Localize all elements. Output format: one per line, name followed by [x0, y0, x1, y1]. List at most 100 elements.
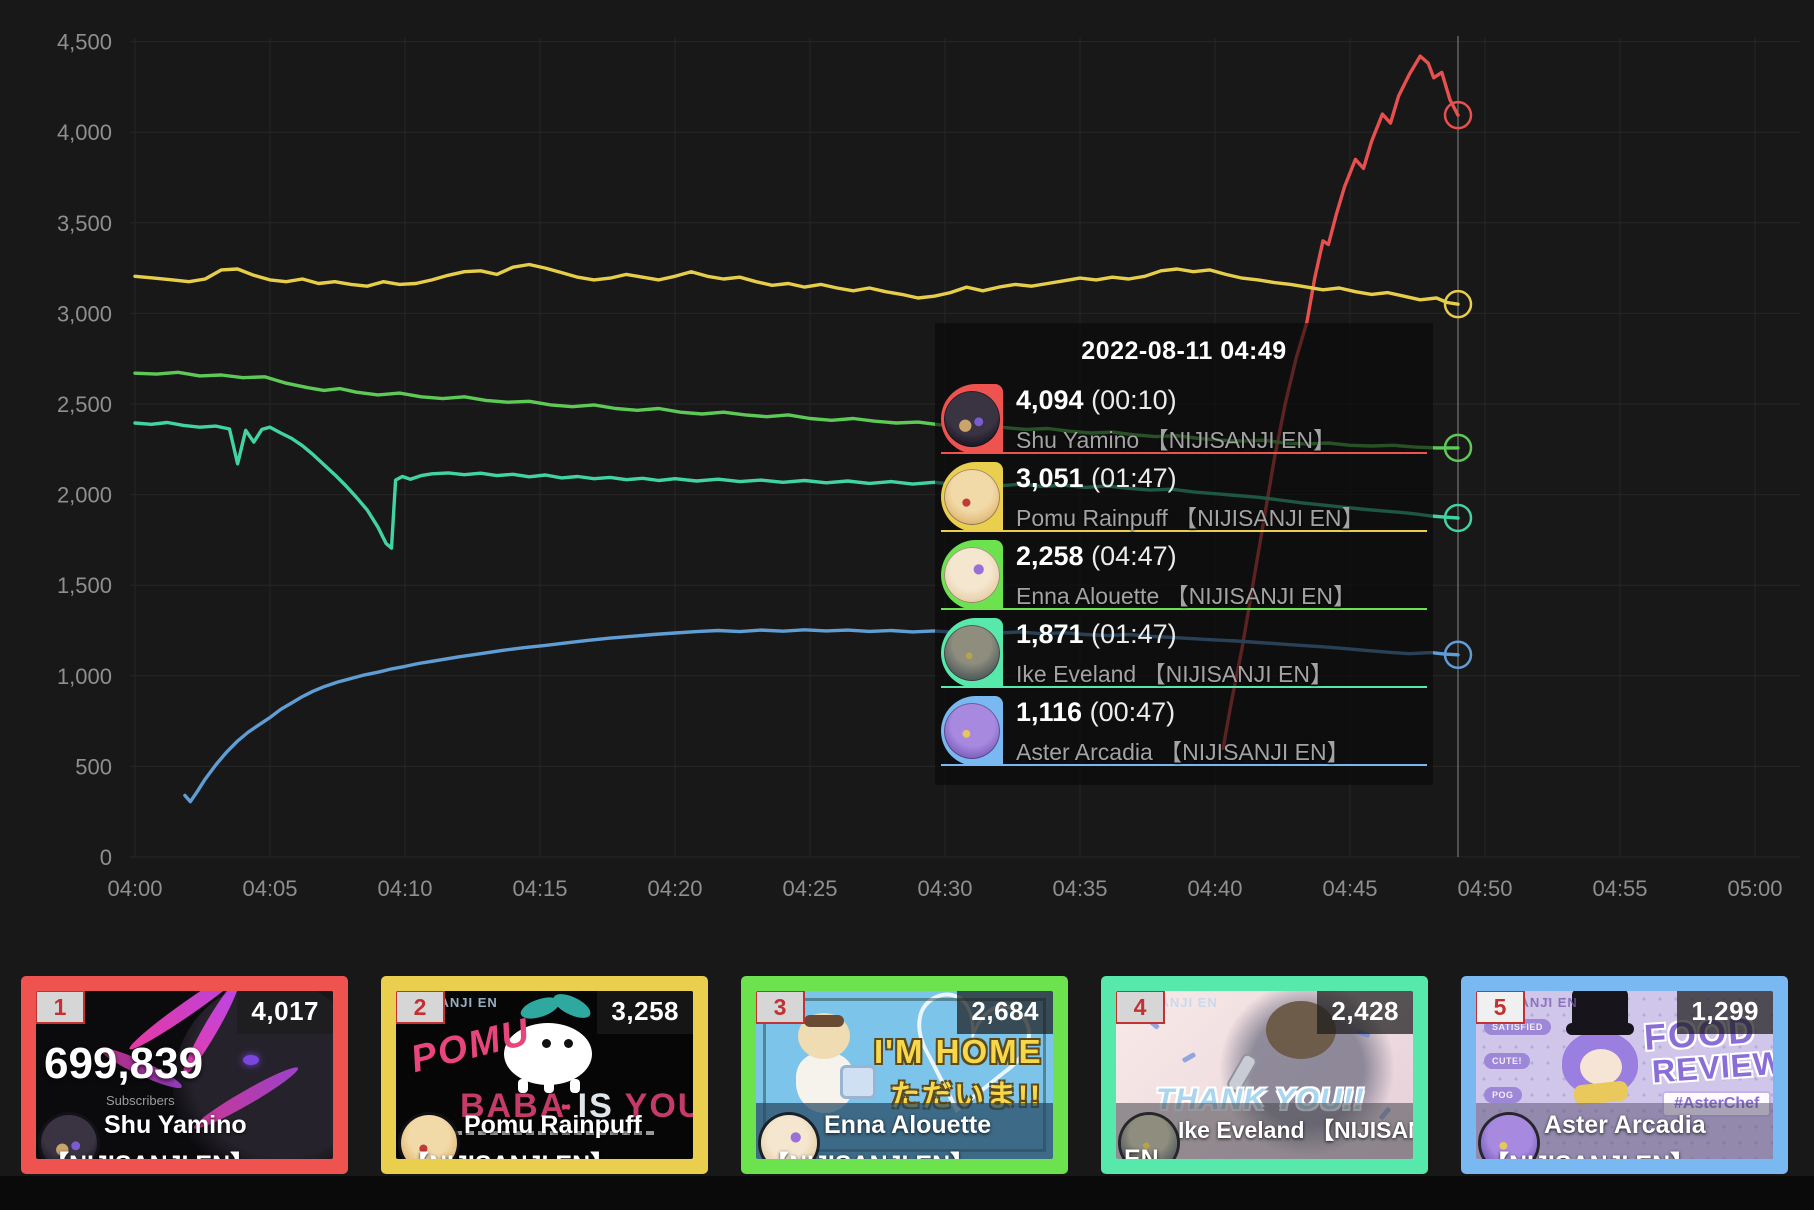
avatar-tile [941, 462, 1003, 532]
character-face [1580, 1049, 1622, 1085]
streamer-name-line2: 【NIJISANJI EN】 [1484, 1145, 1695, 1159]
viewer-count-badge: 1,299 [1677, 991, 1773, 1034]
name-band: Enna Alouette 【NIJISANJI EN】 [756, 1103, 1053, 1159]
avatar [944, 391, 1000, 447]
streamer-name-line2: 【NIJISANJI EN】 [404, 1145, 615, 1159]
streamer-name: Ike Eveland 【NIJISANJI [1178, 1117, 1413, 1143]
name-band: Shu Yamino 【NIJISANJI EN】 [36, 1103, 333, 1159]
viewer-count: 2,258 [1016, 541, 1084, 571]
channel-name: Aster Arcadia 【NIJISANJI EN】 [1016, 739, 1350, 765]
elapsed-time: (00:47) [1089, 697, 1176, 727]
elapsed-time: (01:47) [1091, 619, 1177, 649]
stream-thumbnail: POMU BABA IS YOU NIJISANJI EN 2 3,258 Po… [396, 991, 693, 1159]
stream-thumbnail: ♡ I'M HOME ただいま!! 3 2,684 Enna Alouette … [756, 991, 1053, 1159]
stream-thumbnail: SATISFIED CUTE! POG FOOD REVIEW #AsterCh… [1476, 991, 1773, 1159]
radish-eye [564, 1039, 573, 1048]
chef-hat-brim [1566, 1023, 1634, 1035]
avatar [1121, 1115, 1177, 1159]
speech-bubble: POG [1484, 1087, 1522, 1103]
radish-eye [542, 1039, 551, 1048]
avatar [944, 469, 1000, 525]
y-axis-label: 2,500 [57, 392, 112, 417]
streamer-name-line2: 【NIJISANJI EN】 [44, 1145, 255, 1159]
rank-badge: 4 [1116, 991, 1165, 1024]
stream-thumbnail: THANK YOU!! NIJISANJI EN 4 2,428 Ike Eve… [1116, 991, 1413, 1159]
subscriber-count: 699,839 [44, 1039, 204, 1088]
elapsed-time: (01:47) [1091, 463, 1177, 493]
stream-thumbnail: 699,839 Subscribers 1 4,017 Shu Yamino 【… [36, 991, 333, 1159]
avatar [944, 547, 1000, 603]
y-axis-label: 4,500 [57, 30, 112, 55]
x-axis-label: 04:50 [1457, 876, 1512, 901]
channel-name: Shu Yamino 【NIJISANJI EN】 [1016, 427, 1336, 453]
stream-card-pomu-rainpuff[interactable]: POMU BABA IS YOU NIJISANJI EN 2 3,258 Po… [381, 976, 708, 1174]
x-axis-label: 04:35 [1052, 876, 1107, 901]
streamer-name: Aster Arcadia [1544, 1111, 1706, 1139]
y-axis-label: 3,000 [57, 301, 112, 326]
tooltip-row: 4,094 (00:10) Shu Yamino 【NIJISANJI EN】 [941, 384, 1427, 454]
series-line [133, 262, 1460, 306]
avatar [944, 703, 1000, 759]
avatar [761, 1115, 817, 1159]
x-axis-label: 04:40 [1187, 876, 1242, 901]
viewer-chart-area: 0 500 1,000 1,500 2,000 2,500 3,000 3,500 4,000 4… [0, 0, 1814, 935]
streamer-name-line2: 【NIJISANJI EN】 [764, 1145, 975, 1159]
rank-badge: 1 [36, 991, 85, 1024]
viewer-count: 1,116 [1016, 697, 1083, 727]
x-axis-label: 05:00 [1727, 876, 1782, 901]
stream-card-enna-alouette[interactable]: ♡ I'M HOME ただいま!! 3 2,684 Enna Alouette … [741, 976, 1068, 1174]
x-axis-label: 04:05 [242, 876, 297, 901]
y-axis-label: 500 [75, 754, 112, 779]
chef-hat [1572, 991, 1628, 1025]
stream-card-ike-eveland[interactable]: THANK YOU!! NIJISANJI EN 4 2,428 Ike Eve… [1101, 976, 1428, 1174]
avatar [401, 1115, 457, 1159]
x-axis-label: 04:10 [377, 876, 432, 901]
thumbnail-text-review: REVIEW [1650, 1044, 1773, 1090]
series-end-marker [1443, 640, 1473, 670]
viewer-count-badge: 2,684 [957, 991, 1053, 1034]
avatar-tile [941, 540, 1003, 610]
avatar [944, 625, 1000, 681]
sunglasses [804, 1015, 844, 1027]
elapsed-time: (00:10) [1091, 385, 1177, 415]
x-axis-label: 04:30 [917, 876, 972, 901]
viewer-line-chart[interactable]: 0 500 1,000 1,500 2,000 2,500 3,000 3,500 4,000 4… [0, 0, 1814, 935]
tooltip-row: 1,116 (00:47) Aster Arcadia 【NIJISANJI E… [941, 696, 1427, 766]
tooltip-row: 2,258 (04:47) Enna Alouette 【NIJISANJI E… [941, 540, 1427, 610]
chart-tooltip: 2022-08-11 04:49 4,094 (00:10) Shu Yamin… [935, 323, 1433, 785]
y-axis-label: 1,500 [57, 573, 112, 598]
name-band: Ike Eveland 【NIJISANJI EN... [1116, 1103, 1413, 1159]
channel-name: Ike Eveland 【NIJISANJI EN】 [1016, 661, 1333, 687]
stream-card-aster-arcadia[interactable]: SATISFIED CUTE! POG FOOD REVIEW #AsterCh… [1461, 976, 1788, 1174]
channel-name: Pomu Rainpuff 【NIJISANJI EN】 [1016, 505, 1365, 531]
stream-card-shu-yamino[interactable]: 699,839 Subscribers 1 4,017 Shu Yamino 【… [21, 976, 348, 1174]
avatar [1481, 1115, 1537, 1159]
struck-word: BABA [460, 1087, 567, 1125]
series-end-marker [1443, 503, 1473, 533]
radish-leg [570, 1079, 580, 1093]
viewer-count: 4,094 [1016, 385, 1084, 415]
y-axis-label: 2,000 [57, 483, 112, 508]
viewer-count-badge: 4,017 [237, 991, 333, 1034]
channel-name: Enna Alouette 【NIJISANJI EN】 [1016, 583, 1357, 609]
radish-leaf [550, 991, 594, 1022]
x-axis-label: 04:20 [647, 876, 702, 901]
streamer-name: Enna Alouette [824, 1111, 992, 1139]
radish-body [504, 1023, 592, 1085]
tooltip-datetime: 2022-08-11 04:49 [1081, 337, 1287, 365]
shopping-bag [840, 1065, 876, 1099]
viewer-count: 3,051 [1016, 463, 1084, 493]
y-axis-label: 1,000 [57, 664, 112, 689]
dashed-underline [454, 1131, 654, 1135]
avatar-tile [941, 384, 1003, 454]
name-band: Pomu Rainpuff 【NIJISANJI EN】 [396, 1103, 693, 1159]
avatar-tile [941, 618, 1003, 688]
character-eye [243, 1055, 259, 1065]
tooltip-row: 3,051 (01:47) Pomu Rainpuff 【NIJISANJI E… [941, 462, 1427, 532]
thumbnail-text-is-you: BABA IS YOU [460, 1087, 693, 1125]
x-axis-label: 04:45 [1322, 876, 1377, 901]
streamer-name: Shu Yamino [104, 1111, 247, 1139]
rank-badge: 2 [396, 991, 445, 1024]
series-end-marker [1443, 289, 1473, 319]
viewer-count-badge: 3,258 [597, 991, 693, 1034]
